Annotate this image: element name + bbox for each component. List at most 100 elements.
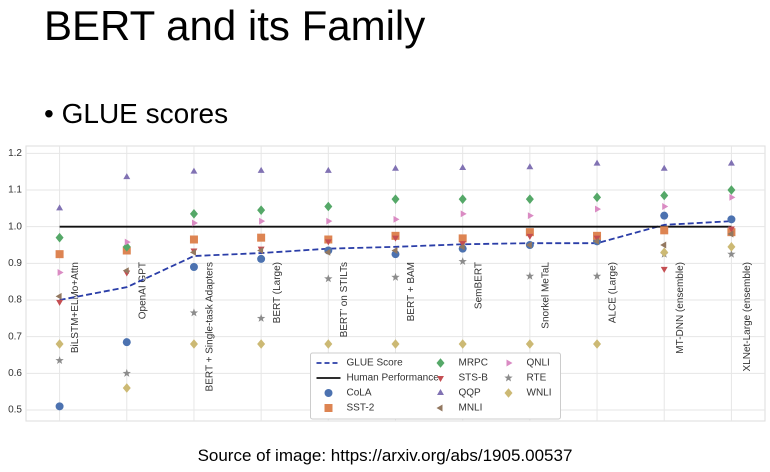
y-tick-label: 0.8 [8,295,22,306]
data-point [122,338,131,347]
legend-marker [504,373,513,382]
legend-label: MRPC [459,358,488,369]
legend-box [310,352,561,420]
x-category-label: BiLSTM+ELMo+Attn [70,262,81,353]
data-point [122,267,129,275]
data-point [392,164,399,171]
x-category-label: Snorkel MeTaL [541,262,552,329]
data-point [525,228,534,237]
data-point [727,215,736,224]
data-point [525,271,535,280]
data-point [324,201,333,212]
data-point [595,205,602,213]
data-point [324,239,332,246]
chart: 0.5 0.6 0.7 0.8 0.9 1.0 1.1 1.2 BiLSTM+ELMo+Attn… [8,145,766,422]
data-point [391,194,400,204]
data-point [324,166,332,173]
legend-marker [436,358,445,368]
data-point [593,159,601,166]
data-point [257,247,264,254]
data-point [259,217,266,225]
data-point [727,249,736,258]
data-point [189,235,198,244]
data-point [525,194,534,204]
x-category-label: BERT’ on STILTs [339,262,350,337]
series-line [59,220,732,301]
data-point [458,243,465,251]
data-point [660,190,669,201]
data-point [189,263,198,271]
x-category-label: OpenAI GPT [137,262,148,319]
data-point [458,339,467,349]
x-category-label: ALCE (Large) [608,262,619,323]
legend-marker [324,389,333,397]
legend-label: CoLA [347,388,372,399]
data-point [56,299,64,306]
source-note: Source of image: https://arxiv.org/abs/1… [197,446,573,465]
slide-title: BERT and its Family [44,2,426,49]
data-point [55,232,64,243]
data-point [189,339,198,349]
data-point [660,241,667,249]
data-point [660,226,669,235]
bullet-text: GLUE scores [61,98,229,129]
data-point [189,248,196,256]
x-category-label: MT-DNN (ensemble) [675,262,686,354]
data-point [593,235,601,242]
data-point [326,217,333,225]
data-point [662,203,669,210]
data-point [122,368,131,377]
data-point [593,237,600,245]
data-point [593,339,602,349]
data-point [458,234,467,243]
data-point [460,210,467,218]
bullet-item: • GLUE scores [44,98,228,130]
data-point [459,241,467,248]
data-point [57,269,64,276]
legend-marker [324,404,333,412]
legend-label: STS-B [459,373,489,384]
legend-marker [436,404,443,412]
y-tick-label: 0.9 [8,258,22,269]
data-point [727,226,735,233]
data-point [527,212,534,220]
y-tick-label: 1.2 [8,148,22,159]
data-point [257,339,266,349]
data-point [189,308,199,317]
x-category-label: BERT + Single-task Adapters [205,262,216,391]
legend-label: MNLI [459,403,483,414]
legend: GLUE Score Human Performance CoLA SST-2 MRPC… [310,352,561,420]
data-point [324,248,331,256]
data-point [660,247,669,258]
data-point [122,383,131,393]
data-point [391,339,400,349]
data-point [55,292,62,300]
legend-label: QNLI [527,358,550,369]
data-point [124,238,131,246]
data-point [190,167,198,174]
data-point [729,193,736,201]
data-point [458,257,467,266]
data-point [525,241,532,249]
data-point [727,159,735,166]
data-point [256,313,266,322]
data-point [660,211,669,220]
y-tick-label: 1.1 [8,185,22,196]
data-point [257,205,266,215]
legend-label: RTE [527,373,547,384]
data-point [459,164,467,170]
data-point [660,164,668,171]
data-point [526,163,534,170]
bullet-dot: • [44,98,62,129]
data-point [592,271,602,280]
y-tick-label: 1.0 [8,221,22,232]
y-tick-label: 0.7 [8,331,22,342]
data-point [55,250,64,259]
data-point [55,339,64,349]
data-point [123,173,131,180]
data-point [55,402,64,411]
x-category-label: XLNet-Large (ensemble) [742,262,753,372]
y-tick-label: 0.6 [8,368,22,379]
y-tick-label: 0.5 [8,405,22,416]
